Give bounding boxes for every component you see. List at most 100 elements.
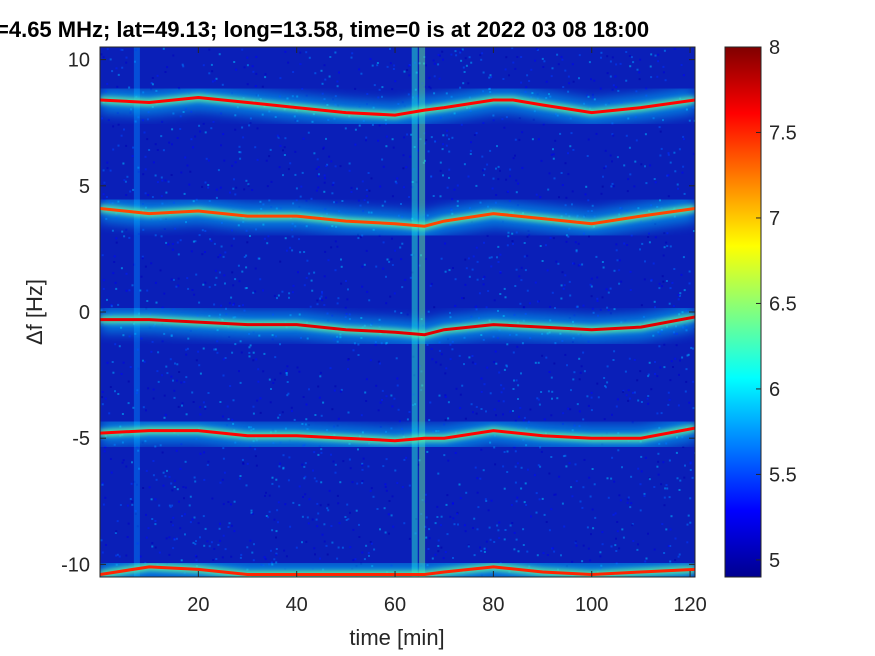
- noise-pixel: [241, 48, 244, 51]
- noise-pixel: [169, 506, 172, 508]
- noise-pixel: [292, 501, 295, 504]
- noise-pixel: [475, 406, 478, 408]
- noise-pixel: [409, 276, 412, 279]
- noise-pixel: [207, 392, 210, 394]
- noise-pixel: [346, 298, 349, 301]
- noise-pixel: [612, 513, 615, 516]
- noise-pixel: [354, 87, 357, 90]
- noise-pixel: [121, 461, 124, 464]
- noise-pixel: [279, 343, 281, 346]
- noise-pixel: [168, 504, 171, 507]
- noise-pixel: [687, 353, 690, 356]
- noise-pixel: [157, 351, 160, 354]
- noise-pixel: [515, 268, 518, 271]
- noise-pixel: [473, 517, 476, 520]
- noise-pixel: [534, 281, 537, 284]
- noise-pixel: [510, 504, 513, 506]
- noise-pixel: [305, 51, 308, 54]
- noise-pixel: [658, 126, 661, 129]
- noise-pixel: [151, 77, 154, 79]
- noise-pixel: [173, 479, 176, 482]
- noise-pixel: [668, 496, 671, 499]
- noise-pixel: [336, 557, 339, 560]
- noise-pixel: [248, 355, 251, 358]
- noise-pixel: [329, 56, 332, 58]
- noise-pixel: [496, 336, 499, 339]
- noise-pixel: [163, 394, 166, 397]
- noise-pixel: [366, 93, 369, 95]
- noise-pixel: [609, 312, 612, 315]
- noise-pixel: [423, 85, 426, 88]
- noise-pixel: [627, 496, 630, 499]
- noise-pixel: [517, 398, 519, 400]
- noise-pixel: [474, 362, 477, 365]
- noise-pixel: [612, 84, 615, 87]
- noise-pixel: [204, 405, 207, 408]
- noise-pixel: [515, 179, 518, 182]
- noise-pixel: [571, 341, 574, 343]
- noise-pixel: [232, 187, 235, 190]
- noise-pixel: [579, 500, 582, 503]
- noise-pixel: [252, 412, 255, 415]
- noise-pixel: [172, 54, 175, 57]
- noise-pixel: [157, 380, 160, 383]
- noise-pixel: [540, 159, 543, 162]
- noise-pixel: [328, 75, 331, 78]
- noise-pixel: [535, 511, 538, 514]
- noise-pixel: [252, 70, 255, 73]
- noise-pixel: [323, 190, 326, 193]
- noise-pixel: [438, 349, 441, 352]
- noise-pixel: [233, 61, 236, 63]
- noise-pixel: [143, 360, 146, 363]
- noise-pixel: [600, 51, 603, 54]
- noise-pixel: [145, 469, 148, 472]
- noise-pixel: [464, 57, 467, 60]
- noise-pixel: [536, 554, 539, 557]
- noise-pixel: [370, 177, 373, 180]
- noise-pixel: [252, 559, 255, 562]
- noise-pixel: [250, 509, 253, 512]
- noise-pixel: [489, 74, 492, 77]
- noise-pixel: [294, 150, 297, 153]
- noise-pixel: [201, 229, 204, 232]
- noise-pixel: [643, 278, 646, 281]
- noise-pixel: [590, 295, 593, 298]
- noise-pixel: [271, 338, 274, 341]
- noise-pixel: [643, 492, 646, 495]
- noise-pixel: [422, 161, 425, 164]
- noise-pixel: [240, 553, 243, 556]
- noise-pixel: [239, 475, 242, 477]
- noise-pixel: [521, 342, 524, 345]
- noise-pixel: [548, 529, 551, 532]
- noise-pixel: [578, 77, 580, 80]
- noise-pixel: [114, 343, 117, 346]
- noise-pixel: [208, 545, 211, 548]
- noise-pixel: [125, 61, 128, 64]
- noise-pixel: [265, 159, 268, 162]
- noise-pixel: [162, 471, 165, 474]
- noise-pixel: [313, 451, 316, 454]
- noise-pixel: [411, 186, 414, 189]
- x-tick-label: 120: [673, 594, 706, 616]
- noise-pixel: [198, 364, 201, 367]
- noise-pixel: [464, 258, 467, 261]
- noise-pixel: [125, 465, 128, 468]
- noise-pixel: [147, 194, 150, 196]
- noise-pixel: [302, 137, 305, 140]
- noise-pixel: [288, 292, 291, 295]
- noise-pixel: [461, 384, 464, 387]
- noise-pixel: [572, 262, 574, 265]
- noise-pixel: [449, 343, 452, 346]
- noise-pixel: [691, 347, 694, 350]
- noise-pixel: [661, 523, 664, 526]
- noise-pixel: [321, 290, 323, 293]
- noise-pixel: [415, 71, 418, 74]
- noise-pixel: [365, 544, 368, 547]
- noise-pixel: [542, 66, 545, 68]
- noise-pixel: [446, 129, 448, 132]
- noise-pixel: [412, 96, 415, 99]
- noise-pixel: [667, 174, 670, 177]
- noise-pixel: [220, 112, 223, 115]
- noise-pixel: [505, 116, 508, 119]
- noise-pixel: [653, 486, 656, 488]
